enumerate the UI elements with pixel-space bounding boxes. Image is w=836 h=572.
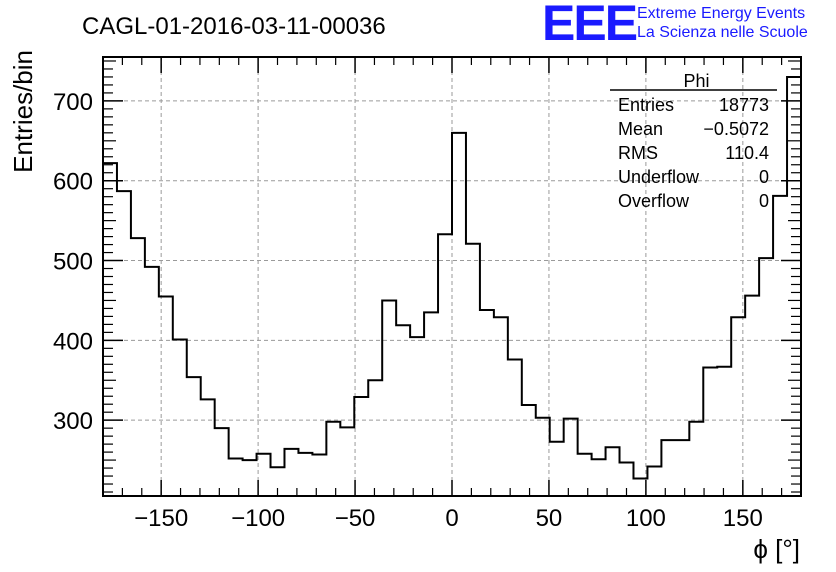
stats-row-value: 0 <box>759 191 769 211</box>
y-tick-label: 700 <box>53 89 93 116</box>
y-tick-label: 600 <box>53 169 93 196</box>
logo-line-1: Extreme Energy Events <box>637 5 806 22</box>
chart-title: CAGL-01-2016-03-11-00036 <box>82 13 386 40</box>
stats-row-label: Mean <box>618 119 663 139</box>
tick-labels: −150 −100 −50 0 50 100 150 300 400 500 600 700 <box>53 89 763 532</box>
grid-lines <box>103 57 801 496</box>
stats-box: Phi Entries 18773 Mean −0.5072 RMS 110.4 Underf… <box>610 71 777 211</box>
x-tick-label: −100 <box>231 505 285 532</box>
axis-ticks <box>103 57 801 496</box>
x-axis-label: ϕ [°] <box>753 534 800 564</box>
x-tick-label: 0 <box>445 505 458 532</box>
x-tick-label: 50 <box>536 505 563 532</box>
stats-row-label: Entries <box>618 95 674 115</box>
x-tick-label: −50 <box>335 505 376 532</box>
histogram-line <box>103 75 801 480</box>
x-tick-label: 100 <box>626 505 666 532</box>
x-tick-label: 150 <box>723 505 763 532</box>
logo-line-2: La Scienza nelle Scuole <box>637 24 808 41</box>
stats-row-value: −0.5072 <box>703 119 769 139</box>
plot-frame <box>102 56 802 497</box>
y-tick-label: 300 <box>53 408 93 435</box>
y-tick-label: 400 <box>53 328 93 355</box>
stats-box-title: Phi <box>683 71 709 91</box>
y-tick-label: 500 <box>53 249 93 276</box>
stats-row-label: Underflow <box>618 167 700 187</box>
stats-row-label: Overflow <box>618 191 690 211</box>
x-tick-label: −150 <box>134 505 188 532</box>
stats-row-label: RMS <box>618 143 658 163</box>
stats-row-value: 0 <box>759 167 769 187</box>
y-axis-label: Entries/bin <box>8 50 38 173</box>
stats-row-value: 110.4 <box>725 143 769 163</box>
stats-row-value: 18773 <box>719 95 769 115</box>
eee-logo-mark: EEE <box>542 0 638 51</box>
